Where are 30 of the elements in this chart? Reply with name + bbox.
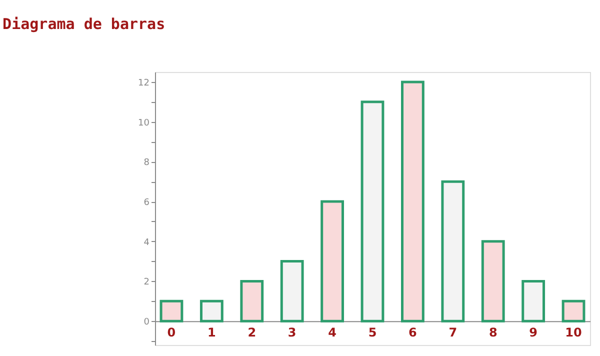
x-tick-label: 5 bbox=[368, 326, 377, 340]
bar bbox=[562, 300, 586, 322]
bar bbox=[401, 80, 424, 322]
bar bbox=[280, 260, 304, 322]
bar bbox=[200, 300, 224, 322]
bar bbox=[360, 100, 384, 322]
x-tick-label: 7 bbox=[448, 326, 458, 340]
bar bbox=[320, 200, 344, 322]
bar bbox=[240, 280, 264, 322]
x-tick-label: 2 bbox=[248, 326, 256, 340]
chart-title: Diagrama de barras bbox=[2, 15, 166, 33]
x-tick-label: 1 bbox=[208, 326, 216, 340]
y-tick-label: 2 bbox=[144, 278, 150, 288]
y-tick-label: 4 bbox=[144, 238, 150, 248]
bar bbox=[441, 180, 465, 322]
y-tick-label: 8 bbox=[144, 158, 150, 168]
x-tick-label: 9 bbox=[529, 326, 538, 340]
x-tick-label: 6 bbox=[408, 326, 417, 340]
y-tick-label: 12 bbox=[138, 78, 150, 88]
x-tick-label: 3 bbox=[288, 326, 296, 340]
y-tick-label: 0 bbox=[144, 318, 150, 328]
y-tick-label: 6 bbox=[144, 198, 150, 208]
y-tick-label: 10 bbox=[138, 118, 150, 128]
x-tick-label: 4 bbox=[328, 326, 336, 340]
x-tick-label: 0 bbox=[167, 326, 176, 340]
bar bbox=[522, 280, 546, 322]
bar bbox=[160, 300, 184, 322]
x-tick-label: 8 bbox=[488, 326, 498, 340]
x-tick-label: 10 bbox=[565, 326, 582, 340]
bar bbox=[481, 240, 505, 322]
